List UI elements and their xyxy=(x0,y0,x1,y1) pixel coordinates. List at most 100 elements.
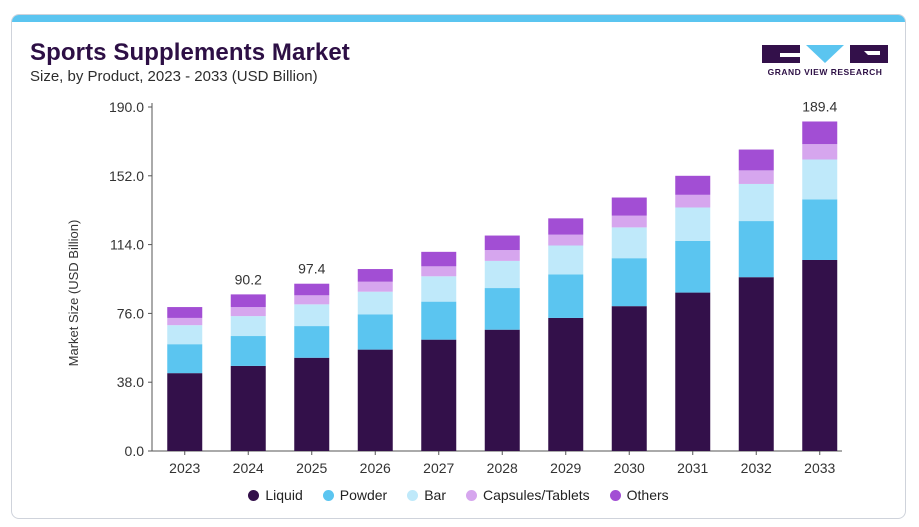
bar-capsules-tablets-2032 xyxy=(738,170,774,184)
x-tick-label: 2025 xyxy=(296,460,327,476)
legend-item: Powder xyxy=(322,487,388,503)
bar-bar-2029 xyxy=(548,245,584,275)
bar-powder-2031 xyxy=(675,240,711,293)
bar-others-2024 xyxy=(230,294,266,308)
y-tick-label: 152.0 xyxy=(109,168,144,184)
legend-swatch xyxy=(407,489,419,501)
legend-label: Capsules/Tablets xyxy=(483,487,590,503)
bar-others-2023 xyxy=(167,307,203,318)
y-tick-label: 190.0 xyxy=(109,99,144,115)
bar-others-2030 xyxy=(611,197,647,216)
bar-powder-2024 xyxy=(230,336,266,366)
bar-capsules-tablets-2033 xyxy=(802,144,838,160)
bar-bar-2024 xyxy=(230,316,266,337)
accent-bar-fill xyxy=(12,15,905,22)
bar-others-2031 xyxy=(675,175,711,195)
bar-liquid-2024 xyxy=(230,365,266,451)
bar-capsules-tablets-2024 xyxy=(230,307,266,317)
legend-label: Bar xyxy=(424,487,446,503)
stacked-bar-chart: 0.0 38.0 76.0 114.0 152.0 190.0 Market Size (U… xyxy=(66,98,842,476)
x-tick-label: 2033 xyxy=(804,460,835,476)
bar-liquid-2023 xyxy=(167,373,203,451)
bar-powder-2026 xyxy=(357,314,393,350)
bar-liquid-2026 xyxy=(357,349,393,451)
y-axis-label: Market Size (USD Billion) xyxy=(66,220,81,367)
bar-others-2029 xyxy=(548,218,584,235)
chart-title: Sports Supplements Market xyxy=(30,39,350,66)
bar-capsules-tablets-2028 xyxy=(484,250,520,261)
bar-liquid-2032 xyxy=(738,277,774,451)
bar-capsules-tablets-2023 xyxy=(167,317,203,326)
legend-item: Others xyxy=(609,487,669,503)
bar-bar-2028 xyxy=(484,260,520,289)
grand-view-research-logo xyxy=(762,45,888,63)
x-tick-label: 2024 xyxy=(233,460,264,476)
x-tick-label: 2029 xyxy=(550,460,581,476)
bar-powder-2032 xyxy=(738,221,774,278)
bar-capsules-tablets-2030 xyxy=(611,215,647,228)
legend-label: Others xyxy=(626,487,669,503)
chart-card: Sports Supplements Market Size, by Produ… xyxy=(11,14,906,519)
bar-others-2028 xyxy=(484,235,520,251)
bar-liquid-2027 xyxy=(421,339,457,451)
bar-capsules-tablets-2025 xyxy=(294,295,330,305)
bar-bar-2032 xyxy=(738,183,774,222)
y-tick-label: 114.0 xyxy=(110,237,144,253)
y-tick-label: 38.0 xyxy=(117,374,144,390)
logo-chevron xyxy=(806,45,844,63)
bar-powder-2030 xyxy=(611,258,647,307)
chart-subtitle: Size, by Product, 2023 - 2033 (USD Billi… xyxy=(30,68,318,85)
bar-capsules-tablets-2027 xyxy=(421,266,457,277)
legend-label: Powder xyxy=(339,487,388,503)
bar-bar-2026 xyxy=(357,291,393,315)
bar-liquid-2025 xyxy=(294,357,330,451)
data-label: 189.4 xyxy=(802,98,837,114)
x-tick-label: 2023 xyxy=(169,460,200,476)
accent-bar xyxy=(12,15,905,22)
y-tick-label: 76.0 xyxy=(117,305,144,321)
legend-swatch xyxy=(248,489,260,501)
bar-others-2025 xyxy=(294,283,330,296)
data-label: 97.4 xyxy=(298,261,325,277)
bar-others-2032 xyxy=(738,149,774,171)
bar-liquid-2028 xyxy=(484,329,520,451)
bar-others-2033 xyxy=(802,121,838,145)
legend-item: Liquid xyxy=(248,487,303,503)
legend-swatch xyxy=(609,489,621,501)
y-tick-label: 0.0 xyxy=(125,443,145,459)
bar-others-2027 xyxy=(421,251,457,267)
bar-liquid-2033 xyxy=(802,259,838,451)
data-label: 90.2 xyxy=(235,271,262,287)
bar-capsules-tablets-2029 xyxy=(548,234,584,246)
logo-block-right-notch xyxy=(864,51,880,55)
bar-liquid-2029 xyxy=(548,317,584,451)
x-tick-label: 2031 xyxy=(677,460,708,476)
bar-others-2026 xyxy=(357,269,393,282)
legend-item: Bar xyxy=(407,487,446,503)
legend-swatch xyxy=(466,489,477,501)
bar-liquid-2030 xyxy=(611,306,647,451)
legend-item: Capsules/Tablets xyxy=(466,487,590,503)
legend: Liquid Powder Bar Capsules/Tablets Others xyxy=(12,487,905,503)
bar-bar-2027 xyxy=(421,276,457,302)
bar-bar-2033 xyxy=(802,159,838,200)
bar-bar-2023 xyxy=(167,325,203,345)
x-tick-label: 2028 xyxy=(487,460,518,476)
x-tick-label: 2032 xyxy=(741,460,772,476)
x-tick-label: 2026 xyxy=(360,460,391,476)
logo-block-left-notch xyxy=(780,53,800,57)
legend-swatch xyxy=(322,489,334,501)
bar-powder-2029 xyxy=(548,274,584,318)
logo-text: GRAND VIEW RESEARCH xyxy=(767,67,883,77)
bar-powder-2033 xyxy=(802,199,838,260)
bar-bar-2031 xyxy=(675,207,711,241)
legend-label: Liquid xyxy=(265,487,303,503)
bar-powder-2028 xyxy=(484,288,520,330)
x-tick-label: 2027 xyxy=(423,460,454,476)
x-tick-label: 2030 xyxy=(614,460,645,476)
bar-powder-2025 xyxy=(294,326,330,358)
bar-liquid-2031 xyxy=(675,292,711,451)
bar-powder-2027 xyxy=(421,301,457,340)
bar-bar-2030 xyxy=(611,227,647,259)
bar-capsules-tablets-2026 xyxy=(357,281,393,292)
